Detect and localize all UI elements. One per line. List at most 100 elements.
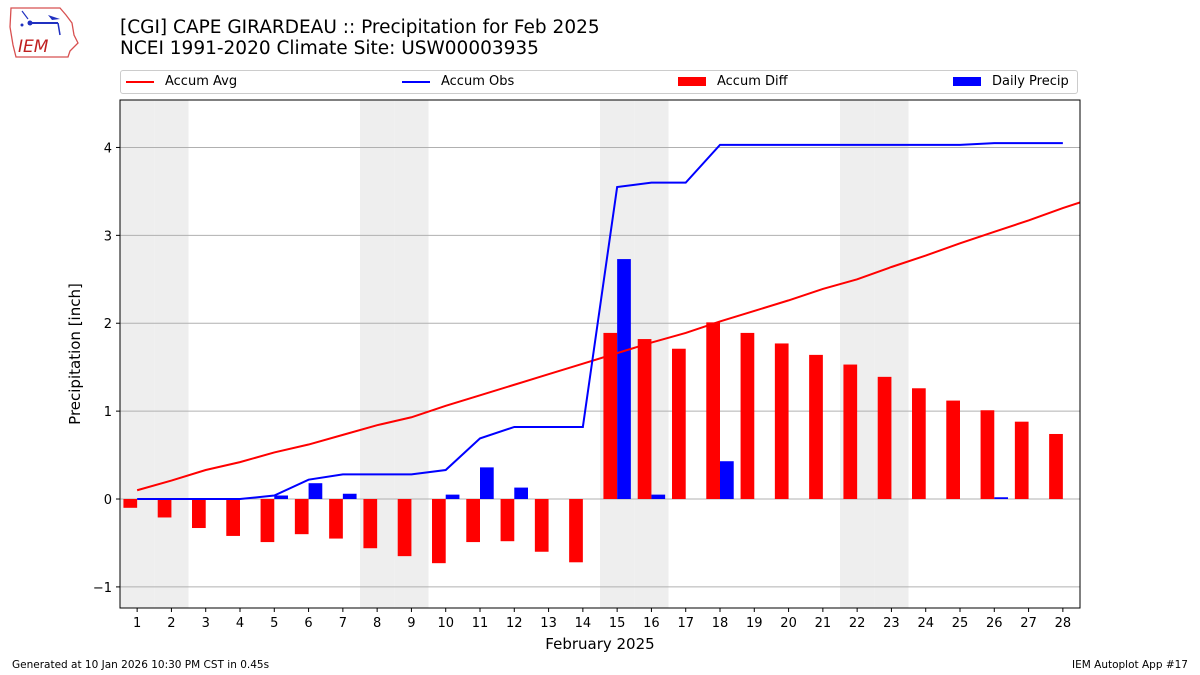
accum-diff-bar (774, 343, 789, 500)
weekend-shade-day-1 (120, 100, 155, 608)
x-tick-label: 16 (643, 616, 660, 631)
y-tick-label: −1 (93, 581, 112, 596)
legend-item-accum-diff: Accum Diff (678, 74, 788, 89)
accum-diff-bar (192, 499, 206, 529)
accum-diff-bar (466, 499, 480, 543)
y-tick-label: 3 (104, 229, 112, 244)
y-axis-label: Precipitation [inch] (66, 283, 84, 425)
accum-diff-bar (1014, 421, 1029, 500)
y-axis-ticks: −1 0 1 2 3 4 (93, 141, 120, 596)
legend-swatch-patch (678, 77, 706, 86)
accum-diff-bar (946, 400, 960, 500)
legend-swatch-line (126, 80, 154, 83)
x-tick-label: 25 (952, 616, 969, 631)
x-tick-label: 7 (339, 616, 347, 631)
footer-app: IEM Autoplot App #17 (1072, 659, 1188, 671)
accum-diff-bar (157, 499, 172, 518)
accum-obs-line (137, 142, 1063, 501)
legend-label: Daily Precip (992, 74, 1069, 89)
legend-swatch-patch (953, 77, 981, 86)
x-tick-label: 11 (472, 616, 489, 631)
accum-diff-bar (534, 499, 549, 552)
daily-precip-bar (480, 467, 494, 500)
x-tick-label: 19 (746, 616, 763, 631)
accum-diff-bar (637, 339, 652, 500)
x-tick-label: 3 (202, 616, 210, 631)
accum-diff-bar (980, 410, 995, 500)
x-tick-label: 21 (815, 616, 832, 631)
daily-precip-bar (994, 497, 1008, 500)
accum-diff-bar (329, 499, 343, 539)
accum-diff-bar (432, 499, 446, 564)
plot-frame (119, 99, 1081, 609)
accum-diff-bar (260, 499, 275, 543)
footer-generated: Generated at 10 Jan 2026 10:30 PM CST in… (12, 659, 270, 671)
accum-diff-bar (706, 322, 720, 500)
x-axis-label: February 2025 (545, 635, 654, 653)
accum-diff-bar (363, 499, 378, 549)
daily-precip-bar (308, 483, 323, 500)
title-line-2: NCEI 1991-2020 Climate Site: USW00003935 (120, 38, 539, 59)
y-tick-label: 4 (104, 141, 112, 156)
accum-diff-bar (603, 332, 618, 500)
accum-diff-bar (740, 332, 755, 500)
x-tick-label: 28 (1055, 616, 1072, 631)
title-line-1: [CGI] CAPE GIRARDEAU :: Precipitation fo… (120, 17, 600, 38)
legend-item-daily-precip: Daily Precip (953, 74, 1069, 89)
x-tick-label: 2 (167, 616, 175, 631)
x-tick-label: 10 (437, 616, 454, 631)
accum-diff-bar (912, 388, 926, 500)
y-tick-label: 0 (104, 493, 112, 508)
legend-swatch-line (402, 80, 430, 83)
x-tick-label: 20 (780, 616, 797, 631)
accum-diff-bar (569, 499, 583, 563)
x-axis-ticks: 1 2 3 4 5 6 7 8 9 10 11 12 13 14 15 16 17 18 19 20 21 22 23 24 2… (133, 608, 1071, 631)
x-tick-label: 13 (540, 616, 557, 631)
accum-diff-bar (843, 364, 858, 500)
y-tick-label: 1 (104, 405, 112, 420)
accum-diff-bar (1049, 433, 1063, 500)
x-tick-label: 9 (407, 616, 415, 631)
x-tick-label: 4 (236, 616, 244, 631)
accum-diff-bar (500, 499, 515, 542)
bars (123, 259, 1063, 564)
daily-precip-bar (274, 495, 288, 500)
iem-logo: IEM (8, 5, 80, 59)
daily-precip-bar (342, 493, 357, 500)
x-tick-label: 23 (883, 616, 900, 631)
legend: Accum Avg Accum Obs Accum Diff Daily Pre… (120, 70, 1078, 94)
legend-item-accum-avg: Accum Avg (126, 74, 237, 89)
x-tick-label: 27 (1020, 616, 1037, 631)
weekend-shade-day-23 (874, 100, 909, 608)
x-tick-label: 14 (575, 616, 592, 631)
daily-precip-bar (514, 487, 528, 500)
accum-diff-bar (123, 499, 138, 508)
x-tick-label: 18 (712, 616, 729, 631)
weekend-shade-day-2 (154, 100, 189, 608)
daily-precip-bar (617, 259, 631, 500)
chart-title: [CGI] CAPE GIRARDEAU :: Precipitation fo… (120, 17, 600, 59)
legend-item-accum-obs: Accum Obs (402, 74, 514, 89)
x-tick-label: 12 (506, 616, 523, 631)
legend-label: Accum Diff (717, 74, 788, 89)
daily-precip-bar (445, 494, 460, 500)
x-tick-label: 8 (373, 616, 381, 631)
x-tick-label: 24 (917, 616, 934, 631)
accum-diff-bar (672, 348, 686, 500)
accum-diff-bar (877, 376, 892, 500)
y-tick-label: 2 (104, 317, 112, 332)
lines (136, 142, 1080, 501)
x-tick-label: 5 (270, 616, 278, 631)
accum-diff-bar (397, 499, 412, 557)
x-tick-label: 6 (304, 616, 312, 631)
x-tick-label: 26 (986, 616, 1003, 631)
daily-precip-bar (720, 461, 734, 500)
accum-avg-line (136, 201, 1080, 492)
weekend-shade-day-22 (840, 100, 875, 608)
accum-diff-bar (809, 354, 823, 500)
precip-chart: 1 2 3 4 5 6 7 8 9 10 11 12 13 14 15 16 17 18 19 20 21 22 23 24 2… (66, 99, 1081, 653)
x-tick-label: 1 (133, 616, 141, 631)
accum-diff-bar (294, 499, 309, 535)
x-tick-label: 22 (849, 616, 866, 631)
accum-diff-bar (226, 499, 240, 536)
